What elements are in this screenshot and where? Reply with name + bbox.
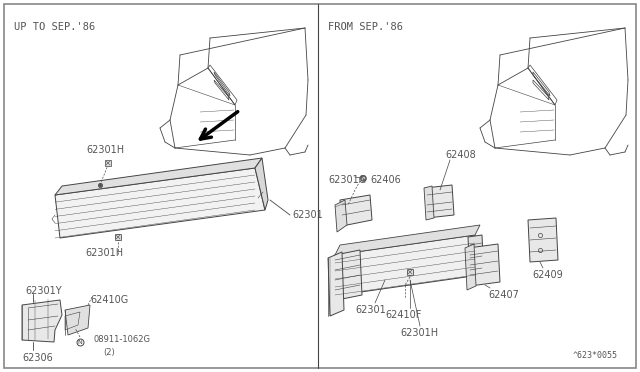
Text: (2): (2)	[103, 348, 115, 357]
Text: 62301: 62301	[355, 305, 386, 315]
Text: 62410G: 62410G	[90, 295, 128, 305]
Text: FROM SEP.'86: FROM SEP.'86	[328, 22, 403, 32]
Polygon shape	[468, 244, 500, 286]
Text: 62410F: 62410F	[385, 310, 421, 320]
Text: 62301G: 62301G	[328, 175, 366, 185]
Polygon shape	[55, 158, 262, 195]
Polygon shape	[55, 168, 265, 238]
Text: 62301H: 62301H	[85, 248, 123, 258]
Text: UP TO SEP.'86: UP TO SEP.'86	[14, 22, 95, 32]
Text: 62301Y: 62301Y	[25, 286, 61, 296]
Polygon shape	[22, 300, 62, 342]
Polygon shape	[335, 235, 480, 295]
Polygon shape	[335, 250, 362, 300]
Text: 62408: 62408	[445, 150, 476, 160]
Text: 62409: 62409	[532, 270, 563, 280]
Text: 08911-1062G: 08911-1062G	[93, 334, 150, 343]
Text: 62301H: 62301H	[86, 145, 124, 155]
Text: N: N	[77, 340, 83, 344]
Polygon shape	[340, 195, 372, 226]
Polygon shape	[328, 252, 344, 316]
Polygon shape	[424, 186, 434, 220]
Polygon shape	[335, 200, 347, 232]
Text: 62406: 62406	[370, 175, 401, 185]
Text: ^623*0055: ^623*0055	[573, 351, 618, 360]
Text: 62301H: 62301H	[400, 328, 438, 338]
Text: 62407: 62407	[488, 290, 519, 300]
Polygon shape	[468, 235, 484, 280]
Polygon shape	[335, 225, 480, 255]
Polygon shape	[65, 305, 90, 335]
Text: 62301: 62301	[292, 210, 323, 220]
Polygon shape	[465, 244, 476, 290]
Text: 62306: 62306	[22, 353, 52, 363]
Polygon shape	[528, 218, 558, 262]
Polygon shape	[425, 185, 454, 218]
Polygon shape	[255, 158, 268, 210]
